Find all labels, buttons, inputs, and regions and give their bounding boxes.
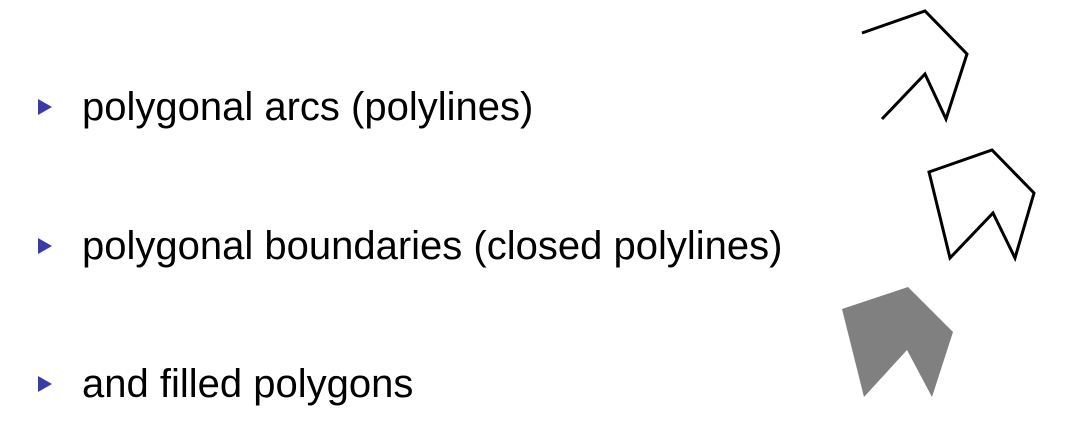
bullet-text: polygonal arcs (polylines): [82, 85, 534, 129]
triangle-bullet-icon: [38, 99, 52, 115]
filled-polygon-shape: [842, 287, 953, 397]
bullet-text: and filled polygons: [82, 362, 414, 406]
bullet-text: polygonal boundaries (closed polylines): [82, 224, 783, 268]
polyline-arc-shape: [861, 9, 969, 124]
bullet-item-filled-polygons: and filled polygons: [38, 359, 413, 409]
closed-polyline-shape: [927, 148, 1036, 263]
triangle-bullet-icon: [38, 238, 52, 254]
bullet-item-polygonal-arcs: polygonal arcs (polylines): [38, 82, 533, 132]
triangle-bullet-icon: [38, 376, 52, 392]
bullet-item-polygonal-boundaries: polygonal boundaries (closed polylines): [38, 221, 782, 271]
